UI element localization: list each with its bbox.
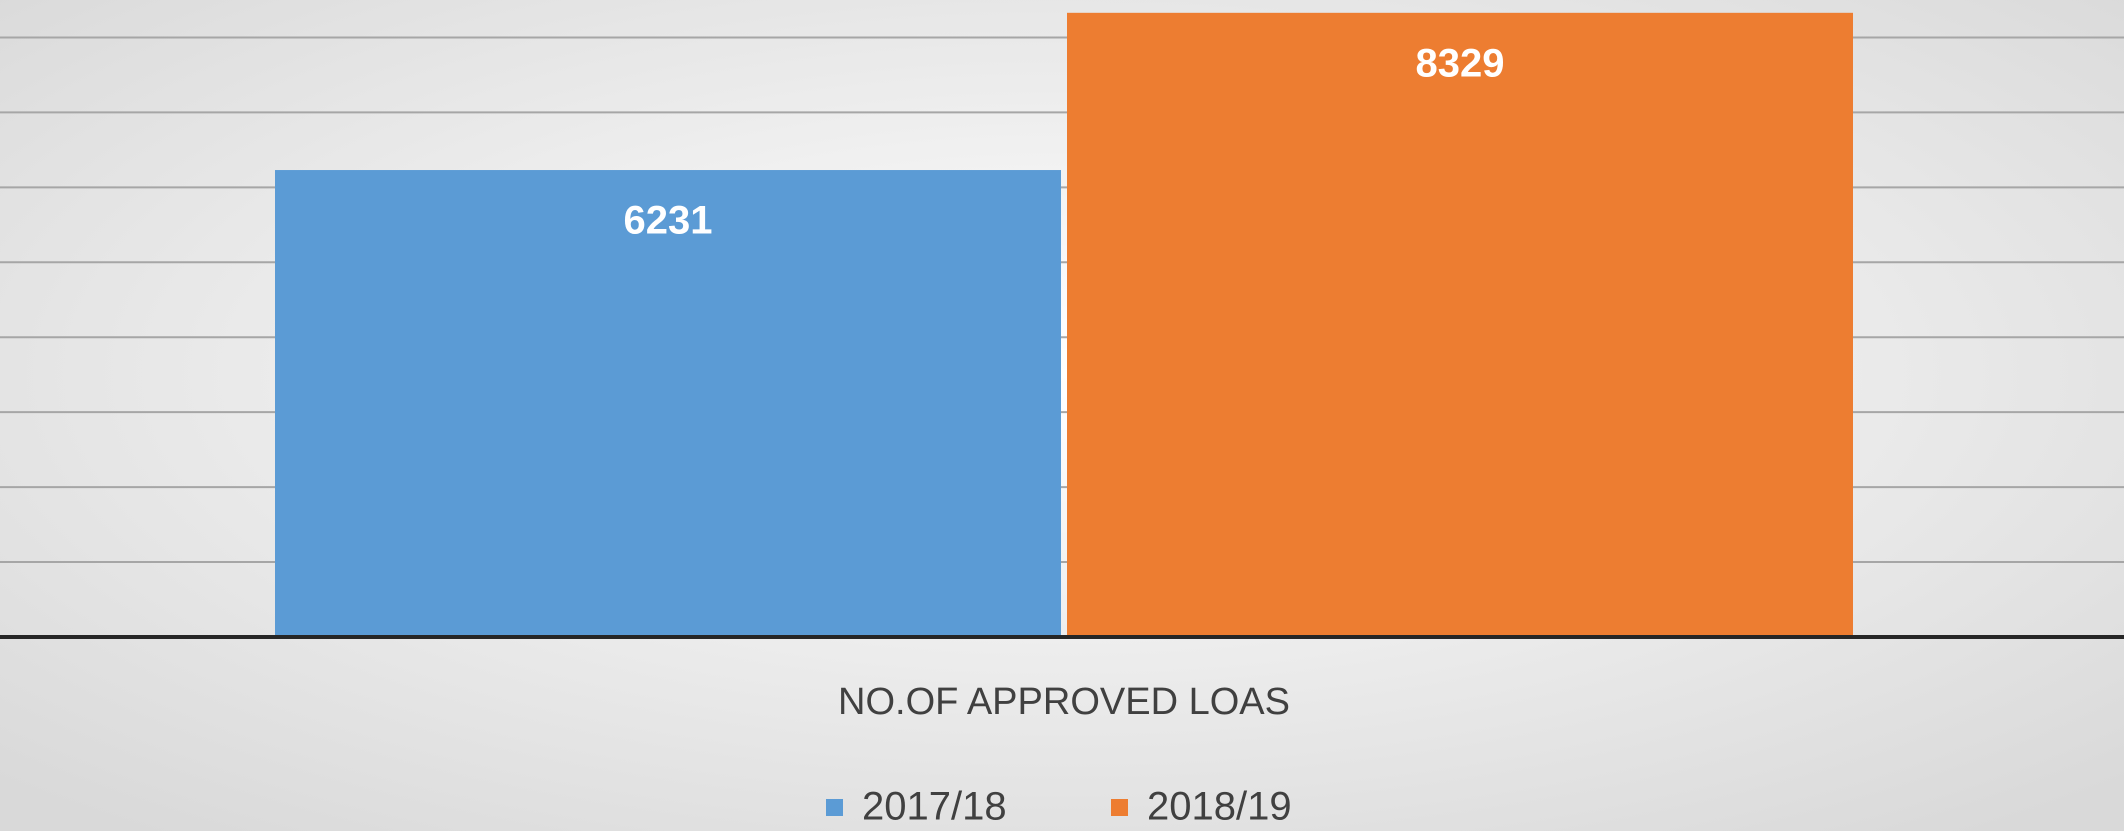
x-tick-label: NO.OF APPROVED LOAS <box>838 681 1290 723</box>
legend-label: 2017/18 <box>862 785 1007 829</box>
value-label: 8329 <box>1416 41 1505 85</box>
legend-label: 2018/19 <box>1147 785 1292 829</box>
value-label: 6231 <box>624 199 713 243</box>
bar <box>1067 12 1853 637</box>
legend-swatch <box>826 799 843 816</box>
legend-swatch <box>1111 799 1128 816</box>
bar <box>275 170 1061 637</box>
